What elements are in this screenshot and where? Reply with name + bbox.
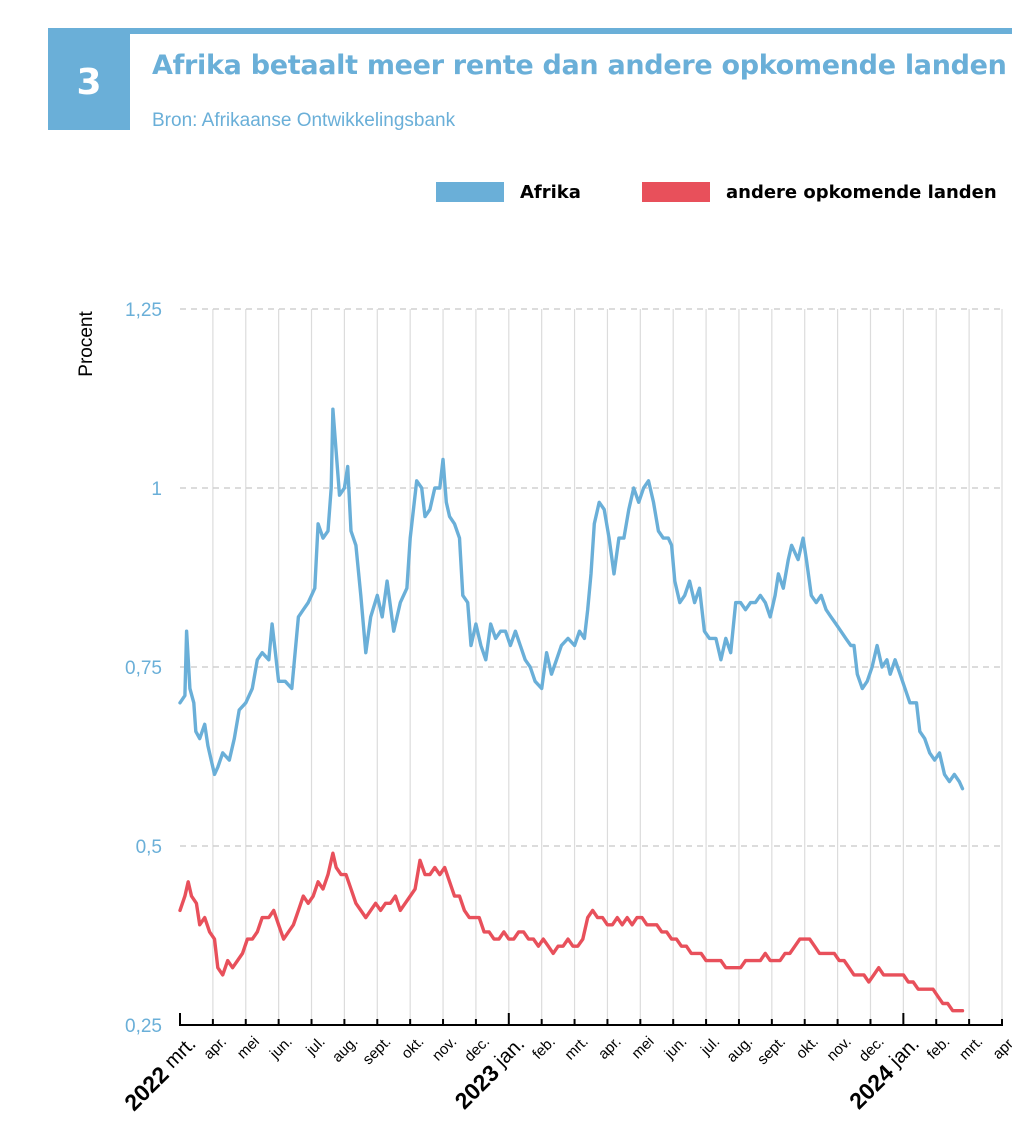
x-tick-label-18: sept. (754, 1033, 789, 1068)
x-tick-label-13: apr. (595, 1033, 625, 1063)
x-tick-label-text: mrt. (956, 1033, 986, 1063)
x-tick-label-23: feb. (924, 1033, 954, 1063)
x-tick-label-text: feb. (924, 1033, 954, 1063)
x-tick-label-6: sept. (359, 1033, 394, 1068)
legend-label-afrika: Afrika (520, 181, 581, 203)
series-line-andere (178, 851, 965, 1013)
y-axis-label: Procent (76, 311, 97, 377)
x-tick-label-text: jul. (697, 1033, 723, 1059)
legend-item-andere: andere opkomende landen (642, 180, 997, 204)
x-tick-label-25: apr. (989, 1033, 1012, 1063)
legend-label-andere: andere opkomende landen (726, 181, 997, 203)
x-tick-label-1: apr. (200, 1033, 230, 1063)
x-tick-label-text: nov. (429, 1033, 460, 1064)
y-tick-label: 0,25 (125, 1016, 162, 1037)
x-tick-label-4: jul. (302, 1033, 328, 1059)
x-tick-label-12: mrt. (561, 1033, 591, 1063)
legend-item-afrika: Afrika (436, 180, 581, 204)
x-tick-label-text: mei (234, 1033, 263, 1062)
x-tick-label-17: aug. (723, 1033, 756, 1066)
x-tick-label-text: aug. (329, 1033, 362, 1066)
x-tick-label-text: okt. (398, 1033, 427, 1062)
x-tick-label-20: nov. (823, 1033, 854, 1064)
x-tick-label-text: okt. (793, 1033, 822, 1062)
series-line-afrika (178, 407, 965, 791)
x-tick-label-19: okt. (793, 1033, 822, 1062)
x-tick-label-7: okt. (398, 1033, 427, 1062)
y-tick-label: 1 (151, 479, 162, 500)
x-tick-label-text: apr. (989, 1033, 1012, 1063)
x-tick-label-text: feb. (529, 1033, 559, 1063)
x-tick-label-0: 2022 mrt. (119, 1032, 202, 1116)
legend-swatch-afrika (436, 182, 504, 202)
x-tick-label-text: apr. (595, 1033, 625, 1063)
x-tick-label-text: mei (628, 1033, 657, 1062)
x-tick-label-text: sept. (754, 1033, 789, 1068)
x-tick-label-text: 2022 mrt. (119, 1032, 202, 1115)
x-tick-label-text: jun. (266, 1033, 296, 1063)
x-tick-label-text: mrt. (561, 1033, 591, 1063)
figure-number-badge: 3 (48, 34, 130, 130)
chart-source: Bron: Afrikaanse Ontwikkelingsbank (152, 110, 456, 131)
x-tick-label-text: jul. (302, 1033, 328, 1059)
x-tick-label-24: mrt. (956, 1033, 986, 1063)
header-accent-bar (48, 28, 1012, 34)
x-tick-label-text: aug. (723, 1033, 756, 1066)
x-tick-label-text: sept. (359, 1033, 394, 1068)
legend-swatch-andere (642, 182, 710, 202)
x-tick-label-16: jul. (697, 1033, 723, 1059)
x-tick-label-8: nov. (429, 1033, 460, 1064)
y-tick-label: 1,25 (125, 300, 162, 321)
x-tick-label-2: mei (234, 1033, 263, 1062)
y-tick-label: 0,5 (136, 837, 162, 858)
x-tick-label-14: mei (628, 1033, 657, 1062)
x-tick-label-5: aug. (329, 1033, 362, 1066)
x-tick-label-15: jun. (661, 1033, 691, 1063)
chart-title: Afrika betaalt meer rente dan andere opk… (152, 50, 1007, 81)
x-tick-label-text: jun. (661, 1033, 691, 1063)
x-tick-label-text: nov. (823, 1033, 854, 1064)
x-tick-label-11: feb. (529, 1033, 559, 1063)
figure-number: 3 (76, 61, 102, 103)
x-tick-label-3: jun. (266, 1033, 296, 1063)
x-tick-label-text: apr. (200, 1033, 230, 1063)
y-tick-label: 0,75 (125, 658, 162, 679)
